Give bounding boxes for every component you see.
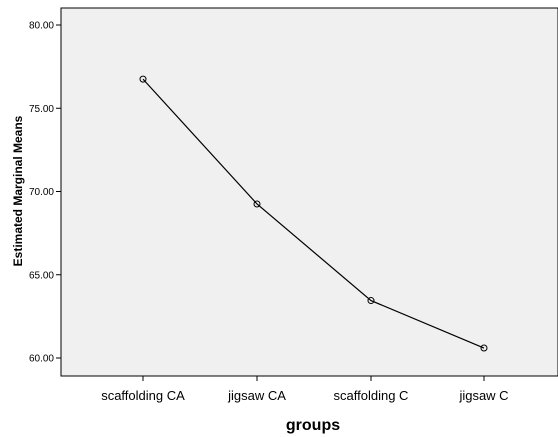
x-axis-ticks: scaffolding CA jigsaw CA scaffolding C jigs… — [101, 376, 509, 403]
data-point — [480, 344, 488, 352]
series-lines — [142, 78, 485, 349]
y-tick-label: 65.00 — [29, 270, 54, 281]
y-tick-label: 60.00 — [29, 354, 54, 365]
series-line — [142, 78, 485, 349]
x-axis-title: groups — [286, 417, 340, 434]
data-point — [367, 297, 375, 305]
y-axis-ticks: 60.00 65.00 70.00 75.00 80.00 — [29, 21, 61, 365]
series-points — [139, 75, 488, 352]
x-tick-label: jigsaw C — [458, 388, 508, 403]
data-point — [139, 75, 147, 83]
y-tick-label: 80.00 — [29, 21, 54, 32]
x-tick-label: scaffolding CA — [101, 388, 185, 403]
y-axis-title: Estimated Marginal Means — [11, 115, 25, 266]
data-point — [253, 200, 261, 208]
y-tick-label: 70.00 — [29, 187, 54, 198]
plot-area — [60, 7, 558, 377]
x-tick-label: scaffolding C — [334, 388, 409, 403]
x-tick-label: jigsaw CA — [227, 388, 286, 403]
y-tick-label: 75.00 — [29, 104, 54, 115]
